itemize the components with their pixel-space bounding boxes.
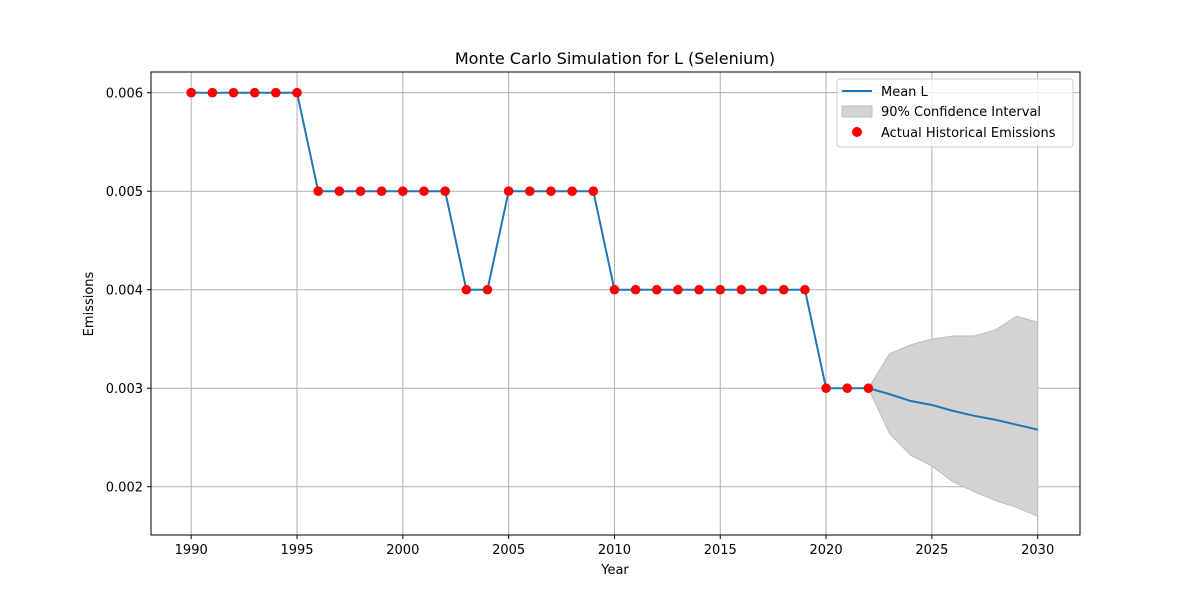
historical-emission-point	[313, 186, 323, 196]
x-tick-label: 2000	[386, 543, 419, 558]
historical-emission-point	[567, 186, 577, 196]
x-tick-label: 2020	[810, 543, 843, 558]
historical-emission-point	[503, 186, 514, 196]
historical-emission-point	[609, 284, 620, 295]
historical-emission-point	[757, 284, 768, 295]
y-tick-label: 0.006	[106, 87, 143, 102]
axes-layer	[150, 71, 1081, 536]
historical-emission-point	[228, 87, 239, 98]
historical-emission-point	[863, 383, 874, 394]
x-tick-label: 2015	[704, 543, 737, 558]
historical-emission-point	[440, 186, 450, 196]
legend-box	[836, 78, 1074, 148]
x-tick-label: 2030	[1021, 543, 1054, 558]
historical-emission-point	[271, 87, 281, 98]
confidence-interval-band	[867, 315, 1039, 518]
historical-emission-point	[673, 284, 683, 295]
x-tick-label: 2025	[915, 543, 948, 558]
historical-emission-point	[376, 186, 387, 196]
legend-historical-swatch	[852, 127, 862, 137]
historical-emission-point	[630, 284, 641, 295]
y-axis-label: Emissions	[82, 271, 97, 336]
legend-ci-swatch	[841, 105, 873, 118]
historical-emission-point	[186, 87, 197, 98]
historical-emission-point	[249, 87, 260, 98]
legend-historical-label: Actual Historical Emissions	[881, 126, 1056, 141]
plot-frame	[150, 71, 1081, 536]
historical-emission-point	[800, 284, 810, 295]
historical-emission-point	[461, 284, 472, 295]
chart-title: Monte Carlo Simulation for L (Selenium)	[455, 49, 775, 68]
x-tick-label: 1995	[280, 543, 313, 558]
historical-emission-point	[821, 383, 831, 394]
x-tick-label: 2005	[492, 543, 525, 558]
historical-emission-point	[398, 186, 408, 196]
historical-emission-point	[334, 186, 345, 196]
ci-layer	[867, 315, 1039, 518]
x-axis-label: Year	[600, 563, 629, 578]
historical-emission-point	[482, 284, 493, 295]
historical-emission-point	[355, 186, 366, 196]
y-tick-label: 0.005	[106, 185, 143, 200]
historical-emission-point	[651, 284, 662, 295]
historical-emission-point	[419, 186, 429, 196]
legend-ci-label: 90% Confidence Interval	[881, 105, 1041, 120]
historical-emission-point	[292, 87, 302, 98]
historical-emission-point	[524, 186, 535, 196]
historical-emission-point	[715, 284, 726, 295]
ticks-layer: 1990 1995 2000 2005 2010 2015 2020 2025 2030 0.00…	[106, 87, 1054, 558]
x-tick-label: 1990	[175, 543, 208, 558]
historical-emission-point	[736, 284, 747, 295]
historical-emission-point	[842, 383, 853, 394]
historical-emission-point	[546, 186, 556, 196]
points-layer	[186, 87, 874, 394]
historical-emission-point	[694, 284, 704, 295]
y-tick-label: 0.002	[106, 481, 143, 496]
legend-mean-label: Mean L	[881, 85, 929, 100]
x-tick-label: 2010	[598, 543, 631, 558]
historical-emission-point	[207, 87, 218, 98]
y-tick-label: 0.004	[106, 284, 143, 299]
y-tick-label: 0.003	[106, 382, 143, 397]
historical-emission-point	[778, 284, 789, 295]
historical-emission-point	[588, 186, 599, 196]
legend: Mean L 90% Confidence Interval Actual Hi…	[836, 78, 1074, 148]
